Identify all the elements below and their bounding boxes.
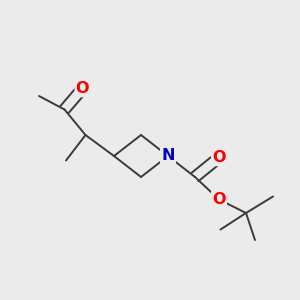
- Text: O: O: [76, 81, 89, 96]
- Text: O: O: [212, 150, 226, 165]
- Text: O: O: [212, 192, 226, 207]
- Text: N: N: [161, 148, 175, 164]
